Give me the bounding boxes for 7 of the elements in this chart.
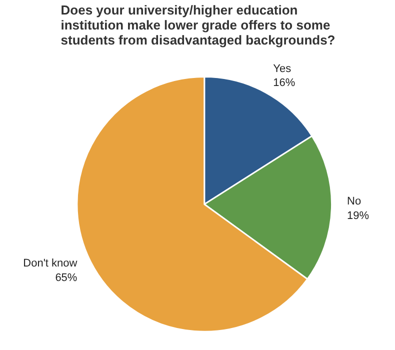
- data-label: 65%: [55, 272, 78, 284]
- data-label: 16%: [273, 77, 296, 90]
- slice-label: Yes: [273, 62, 292, 75]
- chart-title: Does your university/higher education institution make lower grade offers to some students from disadvantaged backgrounds?: [60, 2, 336, 48]
- slice-label: No: [347, 196, 362, 208]
- data-label: 19%: [347, 210, 370, 222]
- slice-label: Don't know: [23, 257, 78, 270]
